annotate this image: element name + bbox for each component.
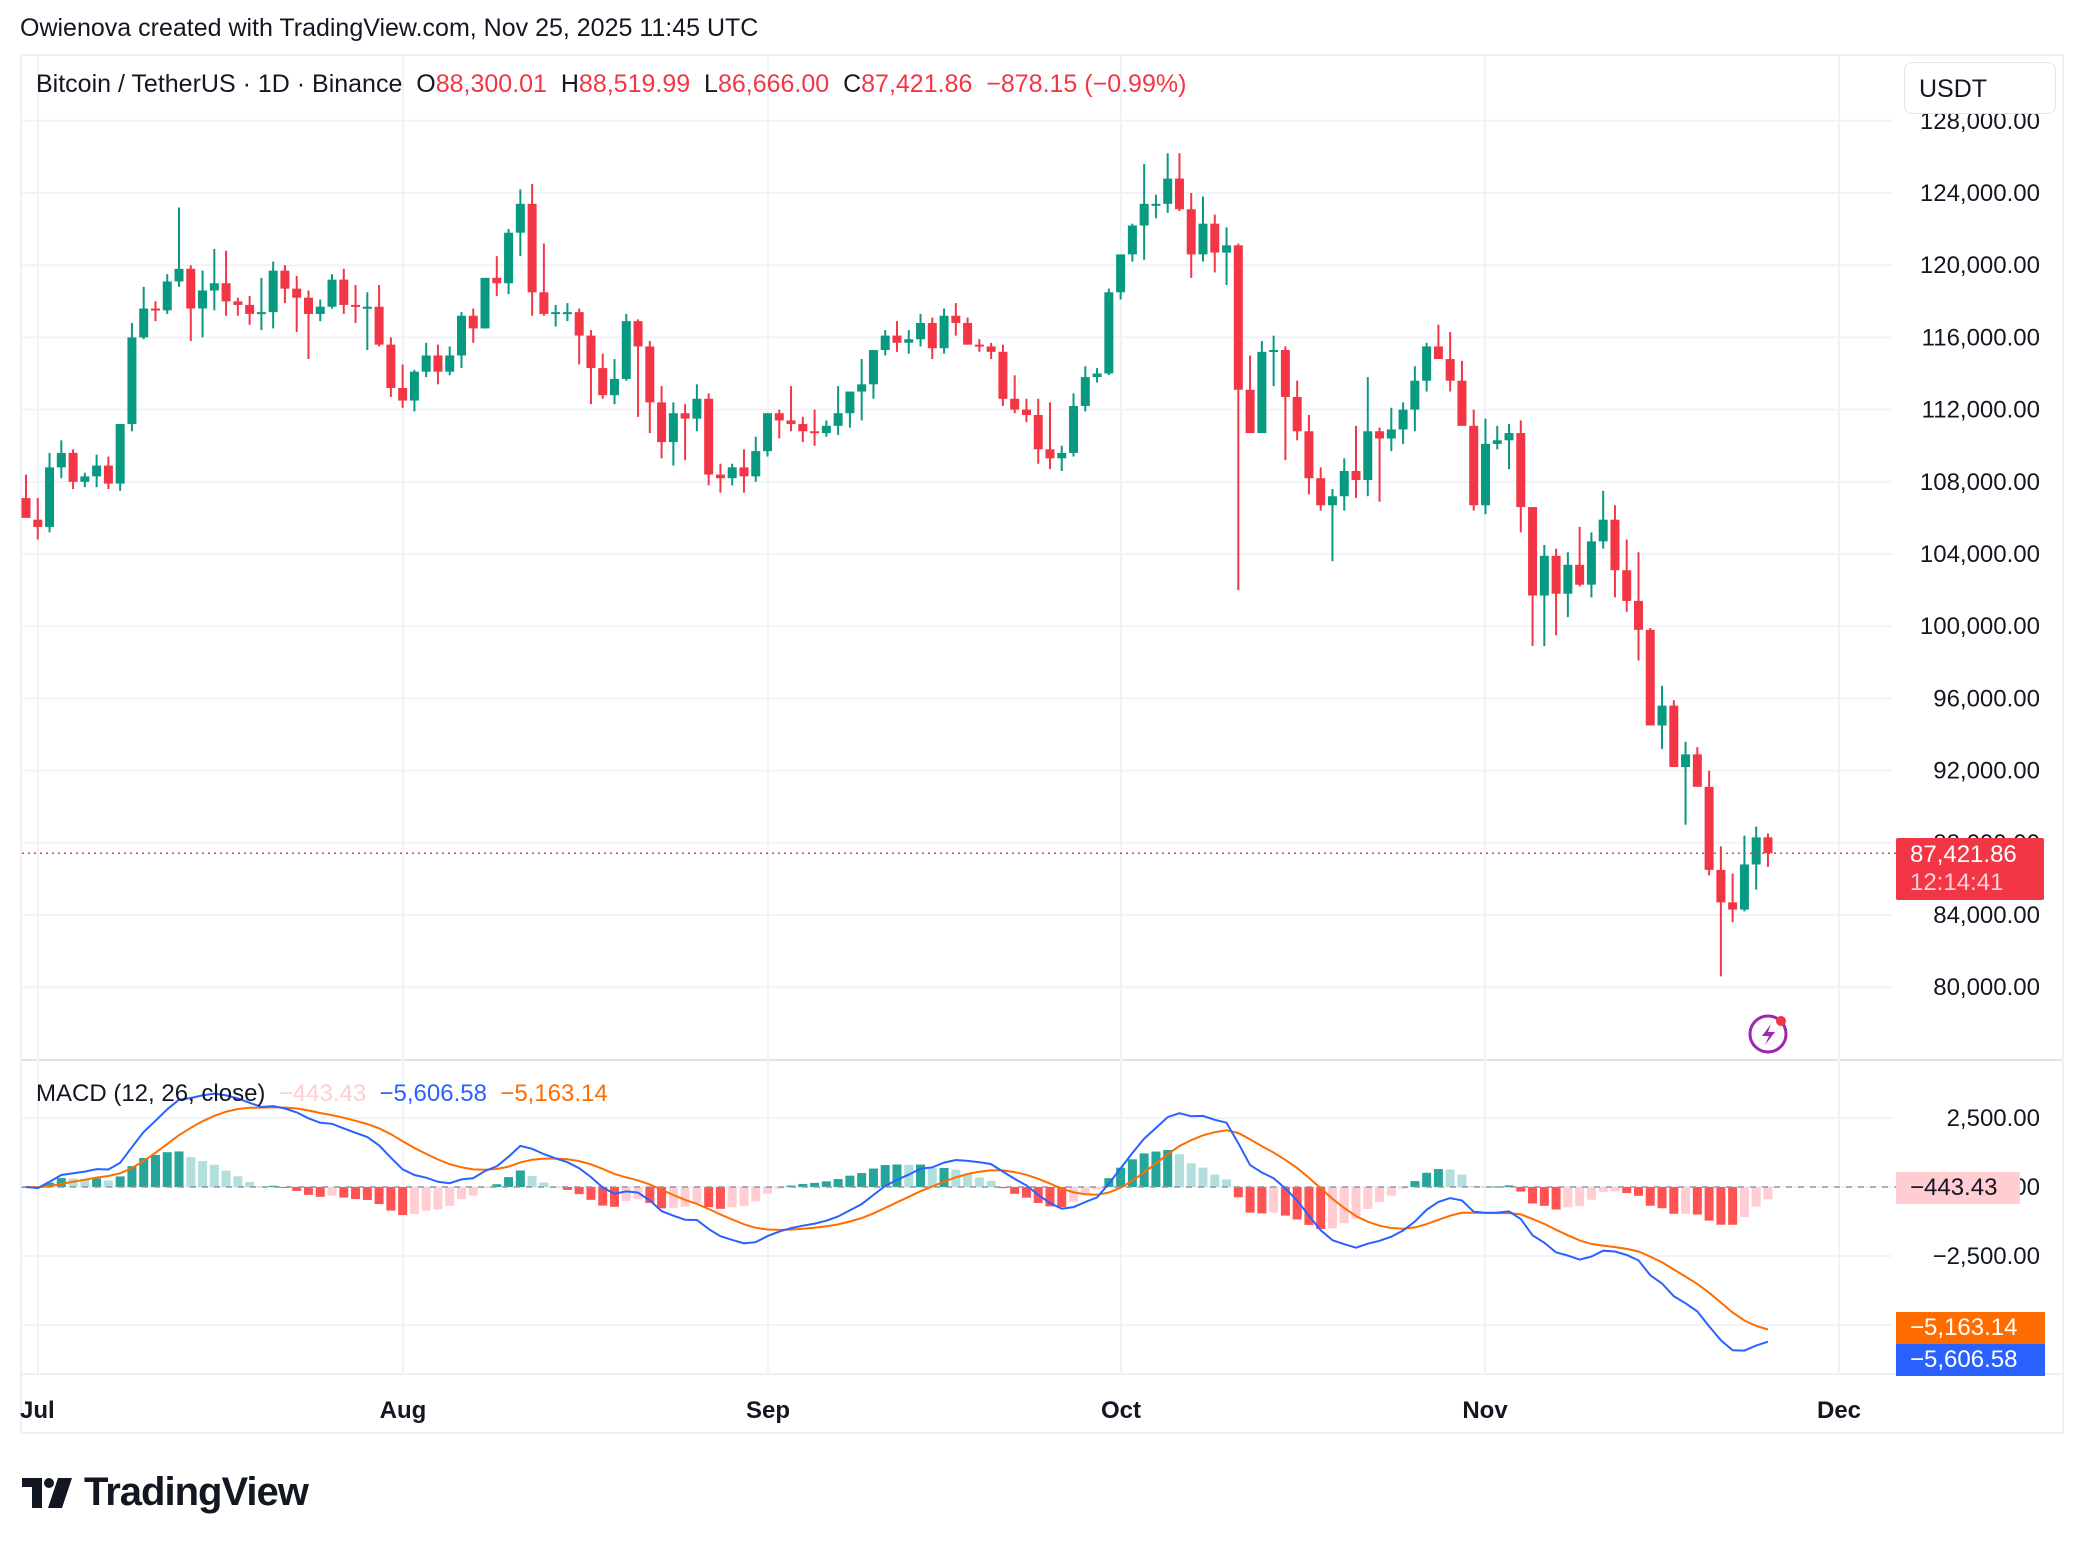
symbol-legend: Bitcoin / TetherUS · 1D · Binance O88,30…	[36, 70, 1186, 99]
low-label: L	[704, 70, 718, 98]
macd-histogram-tag: −443.43	[1896, 1172, 2020, 1204]
macd-line-tag: −5,606.58	[1896, 1344, 2045, 1376]
close-value: 87,421.86	[861, 70, 973, 98]
price-axis-tick: 116,000.00	[1922, 324, 2040, 351]
price-axis-tick: 120,000.00	[1920, 252, 2040, 279]
time-axis-label: Aug	[380, 1397, 427, 1424]
price-axis-tick: 96,000.00	[1933, 685, 2040, 712]
price-axis-tick: 100,000.00	[1920, 613, 2040, 640]
time-axis-label: Nov	[1462, 1397, 1508, 1424]
countdown-timer: 12:14:41	[1910, 869, 2004, 896]
chart-credit: Owienova created with TradingView.com, N…	[20, 14, 759, 42]
macd-signal-tag: −5,163.14	[1896, 1312, 2045, 1344]
macd-histogram-value: −443.43	[278, 1080, 367, 1107]
high-label: H	[560, 70, 579, 98]
close-label: C	[843, 70, 862, 98]
tradingview-logo-icon	[22, 1477, 72, 1508]
chart-frame	[20, 54, 2064, 1434]
price-axis-tick: 124,000.00	[1920, 180, 2040, 207]
last-price-tag: 87,421.86 12:14:41	[1896, 838, 2044, 900]
tradingview-logo-text: TradingView	[84, 1470, 309, 1514]
price-axis-tick: 104,000.00	[1920, 541, 2040, 568]
macd-signal-value: −5,163.14	[500, 1080, 608, 1107]
macd-axis-tick: −2,500.00	[1933, 1243, 2040, 1270]
open-value: 88,300.01	[435, 70, 547, 98]
time-axis-label: Jul	[20, 1397, 55, 1424]
macd-line-value: −5,606.58	[379, 1080, 487, 1107]
last-price-value: 87,421.86	[1910, 841, 2017, 868]
macd-legend: MACD (12, 26, close) −443.43 −5,606.58 −…	[36, 1080, 608, 1108]
price-axis-tick: 112,000.00	[1922, 397, 2040, 424]
macd-line	[25, 1092, 1769, 1352]
time-axis-label: Dec	[1817, 1397, 1861, 1424]
price-axis-tick: 108,000.00	[1920, 469, 2040, 496]
tradingview-logo[interactable]: TradingView	[22, 1470, 309, 1515]
change-value: −878.15 (−0.99%)	[986, 70, 1187, 98]
price-axis-tick: 92,000.00	[1933, 758, 2040, 785]
macd-histogram	[21, 1149, 1773, 1229]
lightning-alert-icon[interactable]	[1748, 1014, 1788, 1054]
symbol-title[interactable]: Bitcoin / TetherUS · 1D · Binance	[36, 70, 403, 98]
time-axis-label: Oct	[1101, 1397, 1141, 1424]
low-value: 86,666.00	[717, 70, 830, 98]
candlestick-series[interactable]	[21, 153, 1773, 977]
high-value: 88,519.99	[578, 70, 691, 98]
currency-button[interactable]: USDT	[1904, 62, 2056, 114]
macd-title[interactable]: MACD (12, 26, close)	[36, 1080, 266, 1107]
price-axis-tick: 84,000.00	[1933, 902, 2040, 929]
time-axis-label: Sep	[746, 1397, 790, 1424]
price-axis-tick: 80,000.00	[1933, 974, 2040, 1001]
macd-axis-tick: 2,500.00	[1947, 1105, 2040, 1132]
open-label: O	[416, 70, 436, 98]
macd-signal-line	[25, 1106, 1769, 1331]
